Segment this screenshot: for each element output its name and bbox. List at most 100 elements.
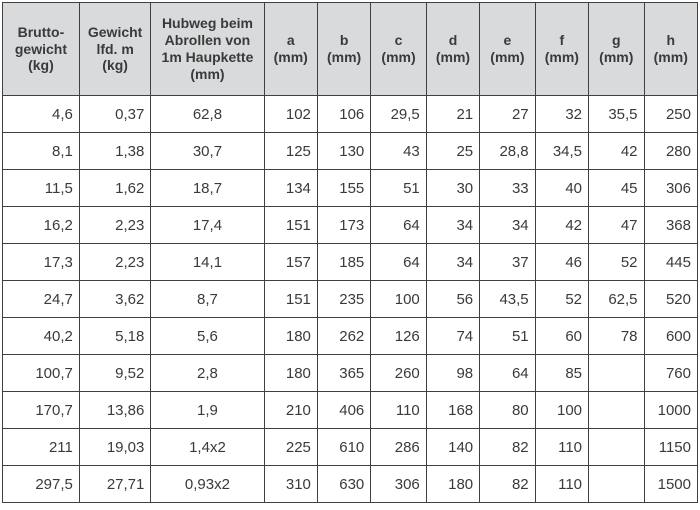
cell-0-0: 4,6 bbox=[3, 96, 80, 133]
cell-2-9: 45 bbox=[589, 170, 645, 207]
cell-7-7: 64 bbox=[480, 355, 536, 392]
cell-1-5: 43 bbox=[371, 133, 427, 170]
col-header-7: e(mm) bbox=[480, 3, 536, 96]
cell-5-2: 8,7 bbox=[151, 281, 264, 318]
col-header-5: c(mm) bbox=[371, 3, 427, 96]
cell-4-1: 2,23 bbox=[79, 244, 151, 281]
cell-8-4: 406 bbox=[317, 392, 370, 429]
cell-9-1: 19,03 bbox=[79, 429, 151, 466]
col-header-4: b(mm) bbox=[317, 3, 370, 96]
cell-9-2: 1,4x2 bbox=[151, 429, 264, 466]
cell-4-7: 37 bbox=[480, 244, 536, 281]
cell-0-1: 0,37 bbox=[79, 96, 151, 133]
cell-0-3: 102 bbox=[264, 96, 317, 133]
cell-6-2: 5,6 bbox=[151, 318, 264, 355]
cell-1-8: 34,5 bbox=[535, 133, 588, 170]
cell-5-5: 100 bbox=[371, 281, 427, 318]
cell-8-8: 100 bbox=[535, 392, 588, 429]
cell-3-0: 16,2 bbox=[3, 207, 80, 244]
table-row: 4,60,3762,810210629,521273235,5250 bbox=[3, 96, 698, 133]
table-row: 21119,031,4x2225610286140821101150 bbox=[3, 429, 698, 466]
cell-4-6: 34 bbox=[426, 244, 479, 281]
cell-1-4: 130 bbox=[317, 133, 370, 170]
cell-6-7: 51 bbox=[480, 318, 536, 355]
col-header-10: h(mm) bbox=[644, 3, 697, 96]
cell-6-0: 40,2 bbox=[3, 318, 80, 355]
cell-1-6: 25 bbox=[426, 133, 479, 170]
cell-2-7: 33 bbox=[480, 170, 536, 207]
cell-9-10: 1150 bbox=[644, 429, 697, 466]
cell-9-5: 286 bbox=[371, 429, 427, 466]
cell-5-7: 43,5 bbox=[480, 281, 536, 318]
cell-10-0: 297,5 bbox=[3, 466, 80, 503]
spec-table: Brutto-gewicht(kg)Gewichtlfd. m(kg)Hubwe… bbox=[2, 2, 698, 503]
table-row: 8,11,3830,7125130432528,834,542280 bbox=[3, 133, 698, 170]
col-header-1: Gewichtlfd. m(kg) bbox=[79, 3, 151, 96]
cell-10-7: 82 bbox=[480, 466, 536, 503]
cell-1-9: 42 bbox=[589, 133, 645, 170]
cell-4-8: 46 bbox=[535, 244, 588, 281]
col-header-3: a(mm) bbox=[264, 3, 317, 96]
cell-5-4: 235 bbox=[317, 281, 370, 318]
table-row: 17,32,2314,11571856434374652445 bbox=[3, 244, 698, 281]
cell-3-4: 173 bbox=[317, 207, 370, 244]
cell-3-5: 64 bbox=[371, 207, 427, 244]
cell-9-0: 211 bbox=[3, 429, 80, 466]
cell-10-5: 306 bbox=[371, 466, 427, 503]
cell-4-9: 52 bbox=[589, 244, 645, 281]
cell-0-4: 106 bbox=[317, 96, 370, 133]
cell-4-10: 445 bbox=[644, 244, 697, 281]
cell-2-4: 155 bbox=[317, 170, 370, 207]
cell-7-8: 85 bbox=[535, 355, 588, 392]
cell-2-2: 18,7 bbox=[151, 170, 264, 207]
cell-6-3: 180 bbox=[264, 318, 317, 355]
cell-3-1: 2,23 bbox=[79, 207, 151, 244]
cell-5-10: 520 bbox=[644, 281, 697, 318]
cell-0-5: 29,5 bbox=[371, 96, 427, 133]
cell-10-1: 27,71 bbox=[79, 466, 151, 503]
cell-8-9 bbox=[589, 392, 645, 429]
cell-7-9 bbox=[589, 355, 645, 392]
cell-4-5: 64 bbox=[371, 244, 427, 281]
cell-0-8: 32 bbox=[535, 96, 588, 133]
cell-0-10: 250 bbox=[644, 96, 697, 133]
cell-2-0: 11,5 bbox=[3, 170, 80, 207]
cell-9-3: 225 bbox=[264, 429, 317, 466]
cell-1-2: 30,7 bbox=[151, 133, 264, 170]
cell-9-8: 110 bbox=[535, 429, 588, 466]
col-header-9: g(mm) bbox=[589, 3, 645, 96]
cell-8-10: 1000 bbox=[644, 392, 697, 429]
cell-1-0: 8,1 bbox=[3, 133, 80, 170]
cell-0-2: 62,8 bbox=[151, 96, 264, 133]
cell-8-2: 1,9 bbox=[151, 392, 264, 429]
cell-2-6: 30 bbox=[426, 170, 479, 207]
cell-7-10: 760 bbox=[644, 355, 697, 392]
col-header-2: Hubweg beimAbrollen von1m Haupkette(mm) bbox=[151, 3, 264, 96]
cell-2-5: 51 bbox=[371, 170, 427, 207]
cell-10-2: 0,93x2 bbox=[151, 466, 264, 503]
cell-4-4: 185 bbox=[317, 244, 370, 281]
cell-7-6: 98 bbox=[426, 355, 479, 392]
cell-5-0: 24,7 bbox=[3, 281, 80, 318]
cell-6-1: 5,18 bbox=[79, 318, 151, 355]
cell-8-1: 13,86 bbox=[79, 392, 151, 429]
cell-2-10: 306 bbox=[644, 170, 697, 207]
cell-1-10: 280 bbox=[644, 133, 697, 170]
table-row: 24,73,628,71512351005643,55262,5520 bbox=[3, 281, 698, 318]
cell-9-9 bbox=[589, 429, 645, 466]
cell-2-1: 1,62 bbox=[79, 170, 151, 207]
cell-1-7: 28,8 bbox=[480, 133, 536, 170]
cell-2-3: 134 bbox=[264, 170, 317, 207]
cell-2-8: 40 bbox=[535, 170, 588, 207]
cell-1-3: 125 bbox=[264, 133, 317, 170]
cell-6-6: 74 bbox=[426, 318, 479, 355]
cell-8-7: 80 bbox=[480, 392, 536, 429]
cell-0-7: 27 bbox=[480, 96, 536, 133]
cell-8-6: 168 bbox=[426, 392, 479, 429]
cell-3-3: 151 bbox=[264, 207, 317, 244]
cell-9-4: 610 bbox=[317, 429, 370, 466]
cell-8-0: 170,7 bbox=[3, 392, 80, 429]
col-header-0: Brutto-gewicht(kg) bbox=[3, 3, 80, 96]
cell-7-2: 2,8 bbox=[151, 355, 264, 392]
cell-7-0: 100,7 bbox=[3, 355, 80, 392]
